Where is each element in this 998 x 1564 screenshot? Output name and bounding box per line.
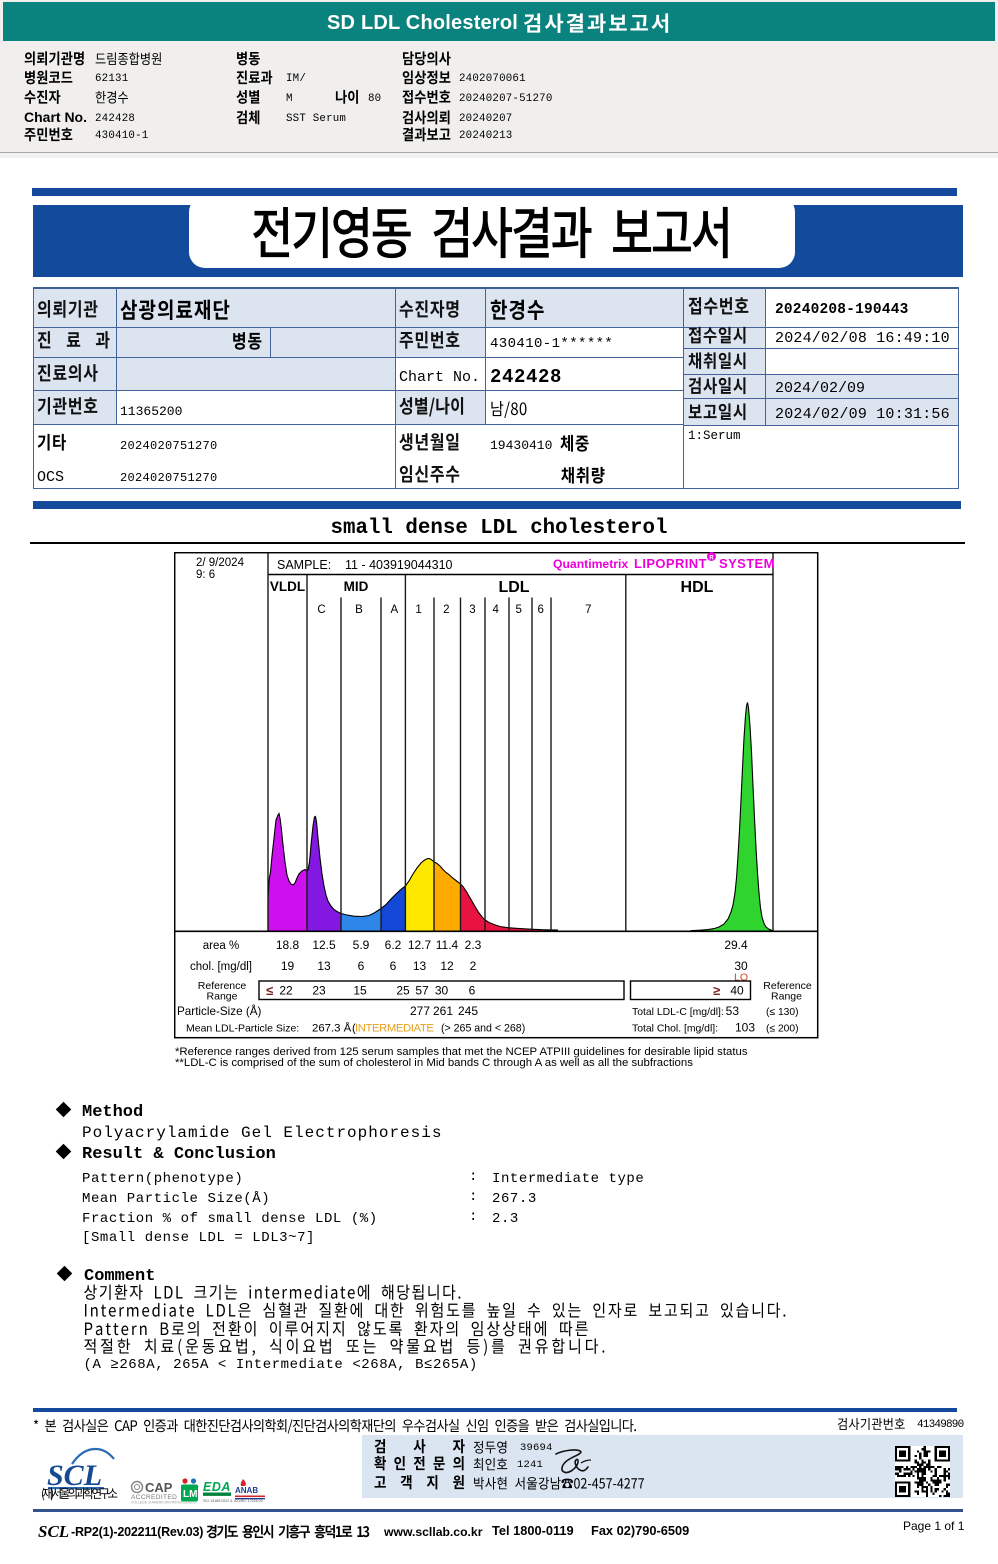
svg-text:ACCREDITED: ACCREDITED (131, 1494, 177, 1501)
svg-text:SYSTEM: SYSTEM (719, 556, 775, 571)
svg-text:Reference: Reference (198, 980, 247, 992)
svg-text:13: 13 (413, 959, 427, 973)
svg-text:5: 5 (515, 604, 521, 616)
svg-text:103: 103 (735, 1021, 755, 1035)
svg-text:C: C (317, 604, 325, 616)
svg-text:R: R (709, 556, 714, 562)
svg-text:53: 53 (726, 1004, 740, 1018)
svg-text:LM: LM (183, 1489, 197, 1500)
svg-text:(> 265 and < 268): (> 265 and < 268) (441, 1023, 525, 1035)
svg-text:LDL: LDL (498, 579, 529, 596)
svg-text:13: 13 (317, 959, 331, 973)
svg-text:SAMPLE:: SAMPLE: (277, 558, 331, 572)
svg-text:15: 15 (353, 984, 367, 998)
svg-text:22: 22 (279, 984, 293, 998)
svg-text:(≤ 130): (≤ 130) (766, 1007, 799, 1018)
svg-text:Total Chol. [mg/dl]:: Total Chol. [mg/dl]: (632, 1024, 718, 1035)
svg-text:Reference: Reference (763, 980, 812, 992)
svg-text:A: A (390, 604, 398, 616)
svg-text:19: 19 (281, 959, 295, 973)
svg-text:(≤ 200): (≤ 200) (766, 1024, 799, 1035)
svg-text:CAP: CAP (145, 1480, 173, 1495)
svg-text:INTERMEDIATE: INTERMEDIATE (355, 1023, 434, 1035)
svg-text:30: 30 (734, 959, 748, 973)
svg-text:57: 57 (415, 984, 429, 998)
svg-text:2: 2 (443, 604, 449, 616)
svg-text:25: 25 (396, 984, 410, 998)
svg-text:18.8: 18.8 (276, 938, 300, 952)
svg-text:40: 40 (730, 984, 744, 998)
svg-text:COLLEGE of AMERICAN PATHOLOGIS: COLLEGE of AMERICAN PATHOLOGISTS (131, 1501, 197, 1505)
svg-text:12: 12 (440, 959, 454, 973)
svg-text:2/ 9/2024: 2/ 9/2024 (196, 557, 245, 569)
svg-text:4: 4 (492, 604, 499, 616)
svg-text:Mean LDL-Particle Size:: Mean LDL-Particle Size: (186, 1023, 299, 1035)
svg-text:Quantimetrix: Quantimetrix (553, 557, 628, 571)
svg-text:7: 7 (585, 604, 591, 616)
svg-text:area %: area % (203, 940, 239, 952)
svg-text:LIPOPRINT: LIPOPRINT (634, 556, 707, 571)
svg-text:2: 2 (470, 959, 477, 973)
svg-text:12.7: 12.7 (408, 938, 432, 952)
svg-text:Range: Range (207, 991, 238, 1003)
svg-text:≤: ≤ (266, 983, 273, 998)
svg-text:ANAB: ANAB (235, 1486, 258, 1495)
svg-text:245: 245 (458, 1004, 478, 1018)
svg-text:30: 30 (435, 984, 449, 998)
svg-text:≥: ≥ (713, 983, 720, 998)
svg-text:12.5: 12.5 (312, 938, 336, 952)
svg-text:3: 3 (469, 604, 475, 616)
svg-text:2.3: 2.3 (465, 938, 482, 952)
svg-text:5.9: 5.9 (353, 938, 370, 952)
svg-text:29.4: 29.4 (724, 938, 748, 952)
svg-text:Particle-Size (Å): Particle-Size (Å) (177, 1005, 262, 1018)
svg-text:B: B (355, 604, 363, 616)
svg-text:6: 6 (469, 984, 476, 998)
svg-text:ISO 15189:2022 & ISO/IEC 17025: ISO 15189:2022 & ISO/IEC 17025:2017 (203, 1499, 263, 1503)
svg-text:VLDL: VLDL (270, 579, 305, 594)
svg-text:11.4: 11.4 (436, 938, 459, 952)
svg-text:6: 6 (390, 959, 397, 973)
svg-text:HDL: HDL (681, 579, 714, 596)
svg-text:6.2: 6.2 (385, 938, 402, 952)
svg-text:SCL: SCL (47, 1459, 102, 1492)
svg-text:23: 23 (312, 984, 326, 998)
svg-text:1: 1 (415, 604, 421, 616)
svg-text:11 - 403919044310: 11 - 403919044310 (345, 558, 453, 572)
svg-text:Total LDL-C [mg/dl]:: Total LDL-C [mg/dl]: (632, 1007, 724, 1018)
svg-text:6: 6 (537, 604, 543, 616)
svg-text:(: ( (352, 1023, 356, 1035)
svg-text:9: 6: 9: 6 (196, 569, 215, 581)
svg-text:MID: MID (344, 579, 369, 594)
svg-text:6: 6 (358, 959, 365, 973)
svg-text:Range: Range (771, 991, 802, 1003)
svg-text:261: 261 (433, 1004, 453, 1018)
svg-text:267.3 Å: 267.3 Å (312, 1022, 352, 1035)
svg-text:chol. [mg/dl]: chol. [mg/dl] (190, 961, 252, 973)
svg-text:EDA: EDA (203, 1480, 231, 1494)
svg-text:277: 277 (410, 1004, 430, 1018)
